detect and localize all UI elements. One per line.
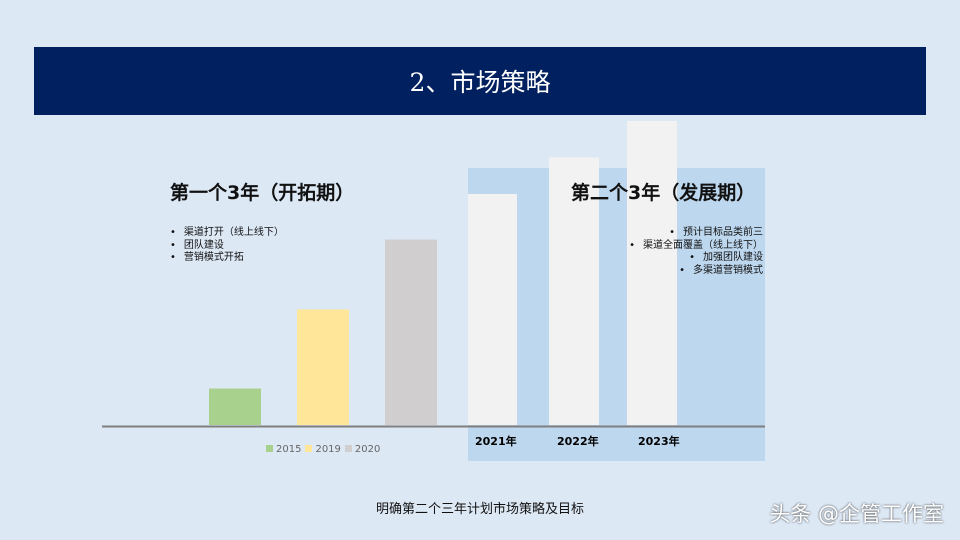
x-tick-label: 2022年 xyxy=(557,434,599,448)
legend-item: 2019 xyxy=(305,444,341,455)
x-tick-label: 2023年 xyxy=(638,434,680,448)
legend-item: 2015 xyxy=(266,444,301,455)
phase1-list: 渠道打开（线上线下） 团队建设 营销模式开拓 xyxy=(170,227,284,265)
list-item: 预计目标品类前三 xyxy=(629,227,763,240)
list-item: 渠道全面覆盖（线上线下） xyxy=(629,240,763,253)
phase2-heading: 第二个3年（发展期） xyxy=(571,182,756,204)
legend-item: 2020 xyxy=(344,444,380,455)
phase2-highlight-panel xyxy=(468,168,765,461)
list-item: 渠道打开（线上线下） xyxy=(170,227,284,240)
bar-2022年 xyxy=(549,157,599,426)
x-tick-label: 2021年 xyxy=(475,434,517,448)
phase2-list: 预计目标品类前三 渠道全面覆盖（线上线下） 加强团队建设 多渠道营销模式 xyxy=(629,227,763,277)
caption: 明确第二个三年计划市场策略及目标 xyxy=(375,502,584,517)
bar-2020 xyxy=(385,239,437,425)
list-item: 加强团队建设 xyxy=(629,252,763,265)
list-item: 多渠道营销模式 xyxy=(629,265,763,278)
phase1-heading: 第一个3年（开拓期） xyxy=(170,182,355,204)
watermark: 头条 @企管工作室 xyxy=(769,502,944,526)
list-item: 营销模式开拓 xyxy=(170,252,284,265)
chart-legend: 2015 2019 2020 xyxy=(266,444,380,455)
bar-2015 xyxy=(209,388,261,425)
bar-2019 xyxy=(297,309,349,425)
list-item: 团队建设 xyxy=(170,240,284,253)
bar-2021年 xyxy=(468,193,517,425)
slide-title: 2、市场策略 xyxy=(34,47,926,115)
